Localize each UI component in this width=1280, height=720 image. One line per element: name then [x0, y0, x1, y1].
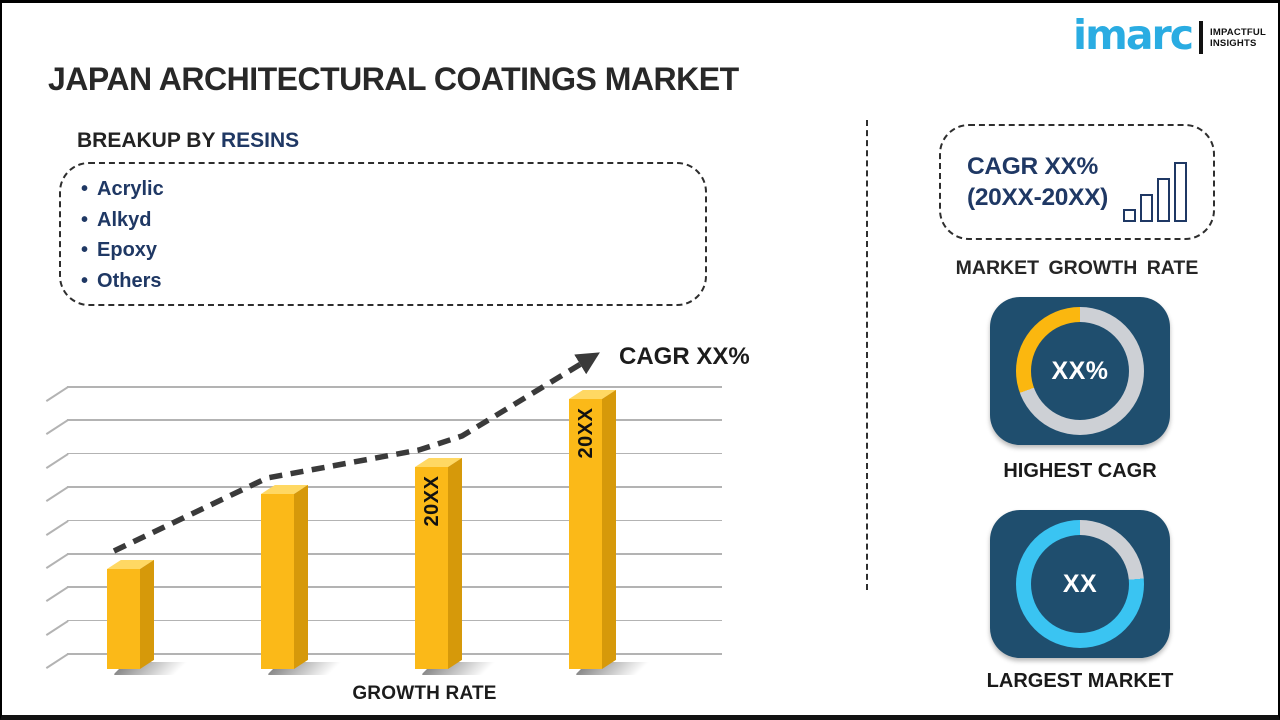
bar-side-face	[140, 559, 154, 669]
largest-market-card: XX	[990, 510, 1170, 658]
grid-tick	[45, 519, 69, 536]
largest-market-donut-chart: XX	[1016, 520, 1144, 648]
grid-tick	[45, 419, 69, 435]
gridline	[45, 553, 722, 569]
highest-cagr-card: XX%	[990, 297, 1170, 445]
grid-tick	[45, 452, 69, 469]
vertical-dashed-divider	[866, 120, 868, 590]
market-growth-rate-label: MARKET GROWTH RATE	[955, 257, 1199, 279]
bar-1	[107, 559, 198, 675]
grid-tick	[45, 586, 69, 602]
bar-side-face	[448, 457, 462, 669]
list-item: • Alkyd	[81, 208, 152, 231]
grid-tick	[45, 619, 69, 636]
grid-tick	[45, 486, 69, 502]
imarc-logo-wordmark: imarc	[1073, 11, 1194, 60]
bar-front-face	[107, 569, 140, 669]
bullet-icon: •	[81, 269, 89, 292]
cagr-summary-box: CAGR XX% (20XX-20XX)	[939, 124, 1215, 240]
breakup-heading-accent: RESINS	[220, 129, 300, 152]
gridline	[45, 619, 722, 636]
gridline	[45, 419, 722, 435]
cagr-trend-label: CAGR XX%	[619, 343, 750, 370]
gridline	[45, 452, 722, 469]
list-item: • Epoxy	[81, 239, 158, 261]
grid-tick	[45, 653, 69, 669]
grid-tick	[45, 386, 69, 402]
bar-chart-plot: 20XX 20XX	[45, 386, 722, 675]
x-axis-label: GROWTH RATE	[352, 683, 497, 704]
highest-cagr-donut-chart: XX%	[1016, 307, 1144, 435]
bar-chart-icon-bar	[1140, 194, 1154, 222]
breakup-by-resins-box: • Acrylic • Alkyd • Epoxy • Others	[59, 162, 707, 306]
bar-side-face	[602, 389, 616, 669]
list-item: • Others	[81, 269, 162, 292]
bar-chart-icon-bar	[1157, 178, 1171, 222]
highest-cagr-label: HIGHEST CAGR	[1003, 460, 1157, 482]
imarc-logo: imarc IMPACTFUL INSIGHTS	[1073, 11, 1266, 60]
cagr-summary-text: CAGR XX% (20XX-20XX)	[967, 153, 1109, 211]
page-title: JAPAN ARCHITECTURAL COATINGS MARKET	[48, 61, 739, 97]
bar-front-face	[261, 494, 294, 669]
bar-4: 20XX	[569, 389, 660, 675]
bullet-icon: •	[81, 208, 89, 231]
gridline	[45, 486, 722, 502]
bullet-icon: •	[81, 178, 89, 200]
bar-year-label: 20XX	[420, 475, 443, 527]
logo-divider	[1199, 21, 1204, 54]
gridline	[45, 586, 722, 602]
bar-side-face	[294, 484, 308, 669]
grid-tick	[45, 553, 69, 569]
gridline	[45, 653, 722, 669]
gridline	[45, 519, 722, 536]
breakup-heading: BREAKUP BY RESINS	[77, 129, 300, 152]
bar-chart-icon-bar	[1123, 209, 1137, 222]
gridline	[45, 386, 722, 402]
largest-market-value: XX	[1031, 535, 1129, 633]
bar-chart-icon	[1123, 162, 1188, 222]
largest-market-label: LARGEST MARKET	[986, 670, 1174, 692]
highest-cagr-value: XX%	[1031, 322, 1129, 420]
bar-chart-icon-bar	[1174, 162, 1188, 222]
bar-year-label: 20XX	[574, 407, 597, 459]
bullet-icon: •	[81, 239, 89, 261]
bar-3: 20XX	[415, 457, 506, 675]
logo-tagline: IMPACTFUL INSIGHTS	[1210, 26, 1266, 49]
list-item: • Acrylic	[81, 178, 164, 200]
bar-2	[261, 484, 352, 675]
